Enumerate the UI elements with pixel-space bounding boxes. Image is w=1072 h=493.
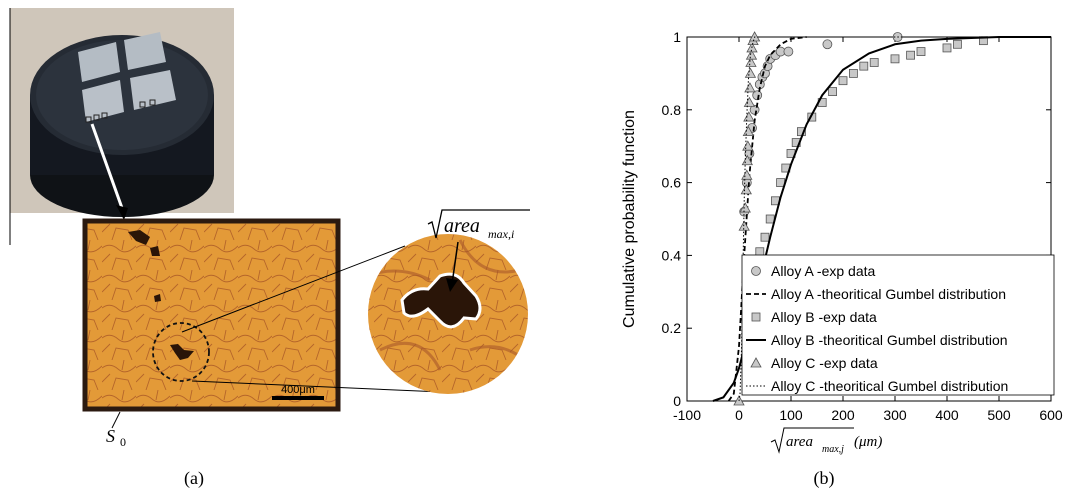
data-point-triangle [745,49,758,60]
data-point-circle [783,46,794,57]
data-point-square [828,87,838,96]
legend-marker-swatch [750,357,762,368]
x-tick-label: 500 [987,407,1011,423]
legend: Alloy A -exp data Alloy A -theoritical Gu… [741,254,1055,396]
data-point-triangle [741,169,753,180]
svg-text:area: area [444,215,480,237]
legend-marker-swatch [751,312,761,322]
surface-label: S 0 [106,411,126,449]
data-point-triangle [739,202,751,213]
legend-label: Alloy C -exp data [771,355,878,371]
series-line-5 [738,36,1051,402]
svg-text:area: area [786,434,813,450]
caption-b: (b) [814,468,835,489]
data-point-square [890,54,900,64]
data-point-circle [822,39,833,50]
data-point-triangle [744,67,757,78]
svg-text:max,i: max,i [488,227,514,241]
data-point-triangle [745,56,757,67]
magnified-defect [368,234,528,394]
x-tick-label: 100 [779,407,803,423]
x-tick-label: 400 [935,407,959,423]
x-tick-label: 200 [831,407,855,423]
data-point-square [942,43,952,53]
legend-label: Alloy B -theoritical Gumbel distribution [771,332,1008,348]
legend-label: Alloy C -theoritical Gumbel distribution [771,378,1008,394]
svg-text:(μm): (μm) [854,434,882,450]
data-point-triangle [740,184,752,195]
legend-label: Alloy B -exp data [771,309,877,325]
specimen-photo [10,8,234,217]
svg-text:max,j: max,j [822,444,844,455]
panel-a-figure: 400μm area max,i S 0 (a) [9,8,530,489]
data-point-square [859,61,869,71]
zoom-line-bottom [191,380,443,393]
data-point-circle [752,90,763,101]
panel-b-chart: 00.20.40.60.81 -100 0 100 200 300 400 500 600 C… [621,29,1063,489]
y-tick-label: 0.6 [662,175,682,191]
data-point-square [760,232,770,242]
y-tick-label: 1 [673,29,681,45]
y-tick-label: 0.8 [662,102,682,118]
defect-size-label: area max,i [427,209,530,292]
legend-marker-swatch [751,266,761,276]
x-tick-label: 0 [735,407,743,423]
data-point-square [906,50,916,60]
legend-label: Alloy A -theoritical Gumbel distribution [771,286,1006,302]
zoom-line-top [181,245,406,333]
data-point-square [869,58,879,67]
y-tick-label: 0 [673,393,681,409]
y-tick-label: 0.4 [662,247,682,263]
data-point-square [848,69,858,78]
data-point-square [838,76,848,86]
data-point-square [765,214,775,224]
data-point-triangle [744,82,756,93]
scale-bar-label: 400μm [281,384,315,396]
x-tick-label: 300 [883,407,907,423]
data-point-square [952,39,962,49]
y-axis-label: Cumulative probability function [621,110,638,328]
micrograph: 400μm [82,218,341,412]
data-point-triangle [743,96,756,107]
caption-a: (a) [184,468,204,489]
series-line-1 [727,36,807,402]
x-axis-label: area max,j (μm) [770,427,882,455]
svg-text:0: 0 [120,435,126,449]
data-point-square [755,247,765,257]
zoom-arrow [90,123,128,220]
svg-text:S: S [106,426,115,446]
x-tick-label: 600 [1039,407,1063,423]
legend-label: Alloy A -exp data [771,263,876,279]
y-tick-label: 0.2 [662,320,682,336]
data-point-square [916,47,926,56]
series-line-3 [712,36,1051,402]
x-tick-label: -100 [673,407,701,423]
